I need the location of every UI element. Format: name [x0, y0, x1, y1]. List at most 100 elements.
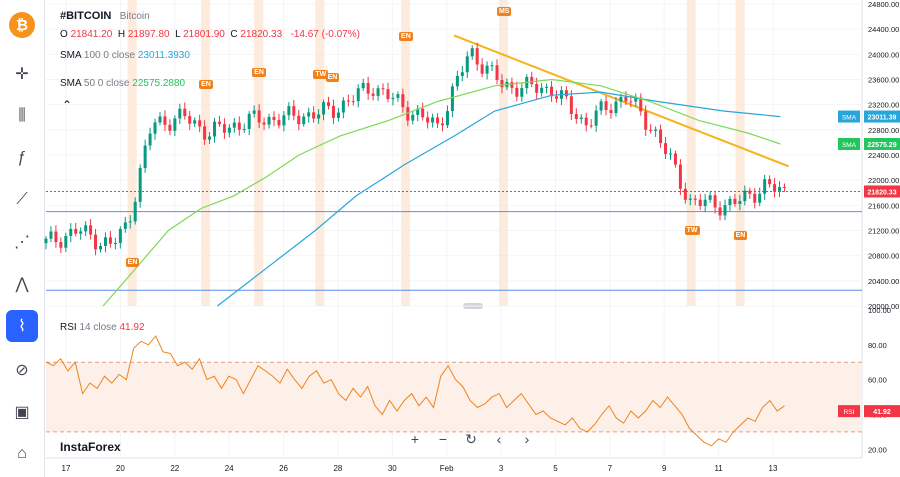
candle-body	[123, 222, 127, 229]
price-tick-label: 24000.00	[868, 50, 899, 59]
candle-body	[440, 123, 444, 126]
trash-icon[interactable]: ▣	[14, 404, 30, 421]
candle-body	[262, 122, 266, 125]
event-tag-en[interactable]: EN	[733, 231, 748, 240]
price-axis-tag-bg	[864, 110, 900, 123]
event-tag-en[interactable]: EN	[199, 80, 213, 89]
candle-body	[619, 97, 623, 102]
symbol-ticker: #BITCOIN	[60, 10, 112, 22]
bitcoin-logo-icon[interactable]: ₿	[9, 12, 35, 38]
rsi-tick-label: 100.00	[868, 306, 891, 315]
high-value: 21897.80	[127, 29, 170, 40]
home-icon[interactable]: ⌂	[17, 445, 27, 462]
reset-chart-button[interactable]: ↻	[465, 430, 477, 447]
candle-body	[128, 221, 132, 223]
event-band	[315, 0, 325, 306]
candle-body	[69, 228, 73, 236]
open-value: 21841.20	[70, 29, 113, 40]
candle-body	[649, 129, 653, 131]
candle-body	[455, 75, 459, 87]
event-band	[401, 0, 411, 306]
ohlc-legend: O 21841.20 H 21897.80 L 21801.90 C 21820…	[60, 29, 360, 40]
candle-body	[272, 116, 276, 120]
event-tag-en[interactable]: EN	[125, 258, 140, 267]
event-tag-tw[interactable]: TW	[684, 226, 700, 235]
candle-body	[436, 117, 440, 124]
patterns-icon[interactable]: ⋰	[14, 234, 30, 251]
rsi-value: 41.92	[119, 322, 145, 333]
candle-body	[317, 114, 321, 119]
zoom-in-button[interactable]: +	[410, 431, 420, 447]
price-tick-label: 22000.00	[868, 176, 899, 185]
candle-body	[351, 101, 355, 103]
candle-body	[495, 65, 499, 80]
magnet-icon[interactable]: ⌇	[6, 310, 38, 342]
candle-body	[644, 111, 648, 130]
candle-body	[545, 86, 549, 88]
sma50-legend[interactable]: SMA 50 0 close 22575.2880	[60, 78, 185, 89]
time-tick-label: 11	[714, 464, 723, 473]
candle-body	[203, 126, 207, 140]
candle-body	[738, 201, 742, 204]
scroll-left-button[interactable]: ‹	[496, 431, 502, 447]
rsi-axis-tag-label: RSI	[844, 409, 855, 416]
price-tick-label: 24400.00	[868, 25, 899, 34]
candle-body	[366, 82, 370, 94]
candle-body	[331, 105, 335, 118]
candle-body	[460, 72, 464, 76]
price-axis-tag-value: 22575.29	[867, 142, 896, 149]
price-tick-label: 20400.00	[868, 277, 899, 286]
candle-body	[74, 228, 78, 234]
rsi-legend[interactable]: RSI 14 close 41.92	[60, 322, 145, 333]
candle-body	[138, 167, 142, 202]
candle-body	[208, 136, 212, 140]
time-tick-label: 30	[388, 464, 397, 473]
event-band	[686, 0, 696, 306]
candle-body	[361, 82, 365, 89]
cursor-icon[interactable]: ✛	[15, 66, 29, 83]
time-tick-label: 17	[62, 464, 71, 473]
hide-icon[interactable]: ⊘	[15, 362, 29, 379]
candle-body	[584, 117, 588, 126]
candle-body	[530, 76, 534, 85]
event-tag-en[interactable]: EN	[252, 68, 266, 77]
rsi-axis-tag-label-bg	[838, 405, 860, 418]
event-tag-en[interactable]: EN	[399, 32, 413, 41]
candle-body	[723, 205, 727, 216]
scroll-right-button[interactable]: ›	[524, 431, 530, 447]
candle-body	[693, 198, 697, 200]
candle-body	[564, 90, 568, 97]
candles-icon[interactable]: ⫼	[18, 107, 26, 124]
time-tick-label: Feb	[440, 464, 454, 473]
candle-body	[391, 97, 395, 100]
candle-body	[763, 179, 767, 194]
event-tag-ms[interactable]: MS	[496, 7, 512, 16]
candle-body	[520, 88, 524, 97]
formula-icon[interactable]: ƒ	[17, 149, 27, 166]
candle-body	[198, 120, 202, 127]
sma100-legend[interactable]: SMA 100 0 close 23011.3930	[60, 50, 190, 61]
event-tag-tw[interactable]: TW	[313, 70, 329, 79]
candle-body	[297, 115, 301, 125]
candle-body	[510, 82, 514, 88]
candle-body	[480, 64, 484, 74]
zoom-out-button[interactable]: −	[438, 431, 448, 447]
waves-icon[interactable]: ⋀	[15, 276, 29, 293]
candle-body	[103, 237, 107, 246]
candle-body	[629, 101, 633, 103]
candle-body	[242, 128, 246, 130]
drawing-icon[interactable]: ⟋	[16, 191, 28, 208]
candle-body	[431, 117, 435, 123]
event-band	[127, 0, 137, 306]
event-tag-en[interactable]: EN	[325, 73, 340, 82]
candle-body	[168, 124, 172, 131]
collapse-legend-chevron-up-icon[interactable]: ⌃	[62, 98, 73, 112]
open-label: O	[60, 29, 68, 40]
candle-body	[416, 108, 420, 115]
candle-body	[346, 100, 350, 102]
sma50-label: SMA	[60, 78, 82, 89]
candle-body	[768, 179, 772, 185]
candle-body	[287, 106, 291, 116]
candle-body	[683, 188, 687, 200]
